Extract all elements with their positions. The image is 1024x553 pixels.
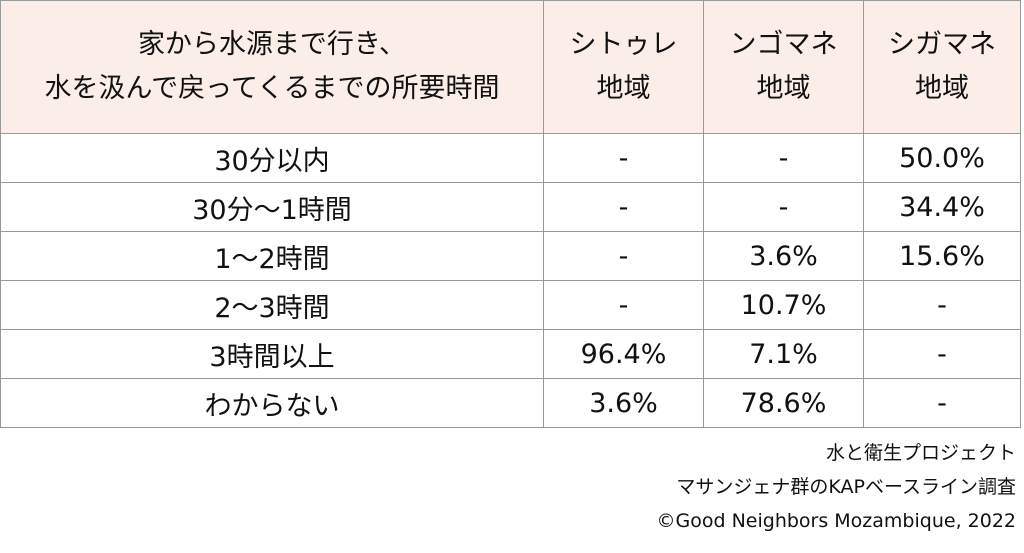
value-cell: 3.6% (543, 378, 704, 428)
table-row: わからない 3.6% 78.6% - (0, 378, 1021, 428)
value-cell: 34.4% (863, 182, 1021, 232)
table-row: 1～2時間 -3.6% 15.6% (0, 231, 1021, 281)
value-cell: - (863, 329, 1021, 379)
data-table: 家から水源まで行き、 水を汲んで戻ってくるまでの所要時間 シトゥレ 地域 ンゴマネ 地域シ… (0, 0, 1021, 428)
table-row: 2～3時間 -10.7% - (0, 280, 1021, 330)
table-row: 30分～1時間 - -34.4% (0, 182, 1021, 232)
header-text: シガマネ (888, 29, 996, 60)
value-cell: 96.4% (543, 329, 704, 379)
value-cell: 3.6% (703, 231, 864, 281)
header-text: 地域 (756, 73, 811, 104)
footer-line: マサンジェナ群のKAPベースライン調査 (676, 476, 1016, 498)
footer: 水と衛生プロジェクトマサンジェナ群のKAPベースライン調査 ©Good Neigh… (657, 436, 1017, 538)
row-label: わからない (0, 378, 544, 428)
value-cell: 15.6% (863, 231, 1021, 281)
value-cell: 78.6% (703, 378, 864, 428)
header-text: 家から水源まで行き、 (137, 29, 407, 60)
header-cell: 家から水源まで行き、水を汲んで戻ってくるまでの所要時間 (0, 0, 544, 134)
header-text: 地域 (915, 73, 969, 104)
table-row: 3時間以上 96.4% 7.1% - (0, 329, 1021, 379)
value-cell: - (863, 280, 1021, 330)
value-cell: 10.7% (703, 280, 864, 330)
footer-line: 水と衛生プロジェクト (825, 442, 1016, 464)
value-cell: - (703, 182, 864, 232)
header-cell: シトゥレ 地域 (543, 0, 704, 134)
header-text: 地域 (596, 73, 651, 104)
table-row: 30分以内 - -50.0% (0, 133, 1021, 183)
header-text: シトゥレ (569, 29, 678, 60)
header-row: 家から水源まで行き、 水を汲んで戻ってくるまでの所要時間 シトゥレ 地域 ンゴマネ 地域シ… (0, 0, 1021, 134)
footer-line: ©Good Neighbors Mozambique, 2022 (656, 510, 1017, 532)
row-label: 3時間以上 (0, 329, 544, 379)
value-cell: - (543, 231, 704, 281)
value-cell: 7.1% (703, 329, 864, 379)
header-cell: ンゴマネ 地域 (703, 0, 864, 134)
value-cell: 50.0% (863, 133, 1021, 183)
value-cell: - (543, 280, 704, 330)
row-label: 2～3時間 (0, 280, 544, 330)
header-cell: シガマネ 地域 (863, 0, 1021, 134)
row-label: 30分以内 (0, 133, 544, 183)
row-label: 1～2時間 (0, 231, 544, 281)
header-text: ンゴマネ (729, 29, 838, 60)
row-label: 30分～1時間 (0, 182, 544, 232)
value-cell: - (863, 378, 1021, 428)
value-cell: - (543, 182, 704, 232)
header-text: 水を汲んで戻ってくるまでの所要時間 (44, 73, 500, 104)
value-cell: - (703, 133, 864, 183)
value-cell: - (543, 133, 704, 183)
